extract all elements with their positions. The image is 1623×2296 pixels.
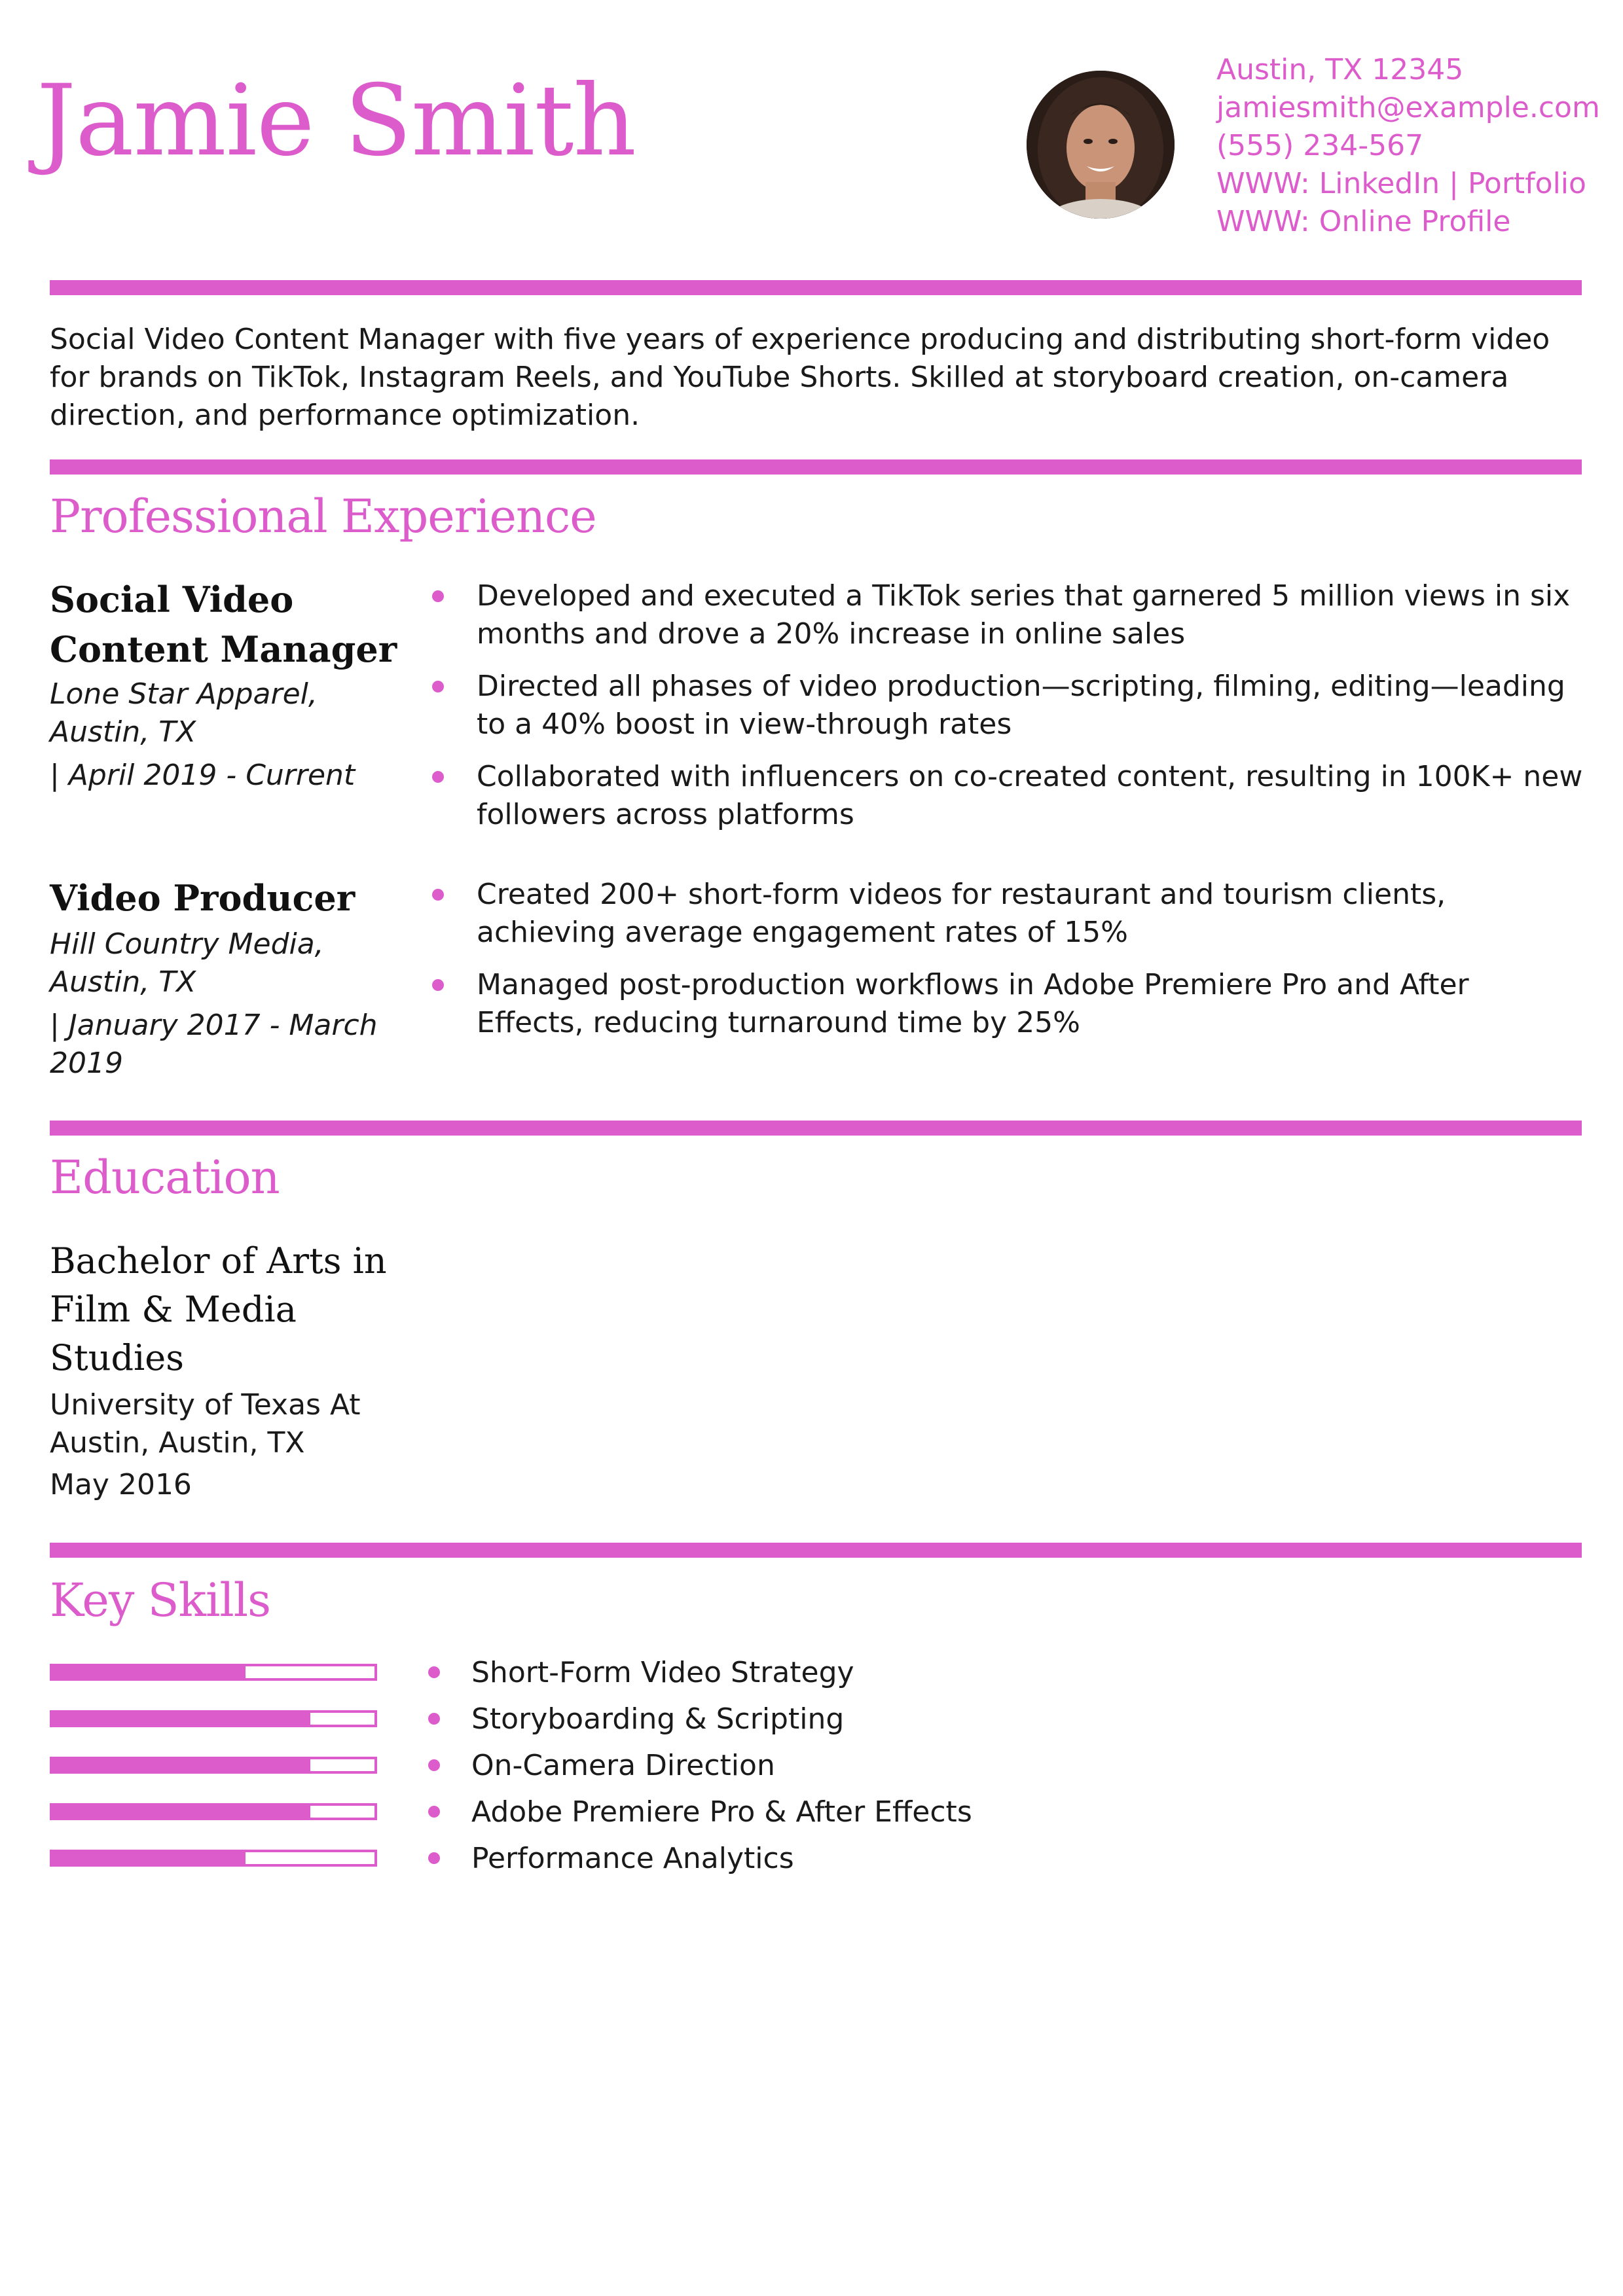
skill-item: Storyboarding & Scripting bbox=[419, 1696, 972, 1742]
divider bbox=[50, 1543, 1582, 1558]
school: University of Texas At Austin, Austin, T… bbox=[50, 1388, 361, 1460]
bullet-dot-icon bbox=[428, 1806, 440, 1818]
skill-item: On-Camera Direction bbox=[419, 1742, 972, 1789]
bullet-dot-icon bbox=[432, 681, 444, 692]
skills-list: Short-Form Video Strategy Storyboarding … bbox=[419, 1649, 972, 1882]
list-item: Developed and executed a TikTok series t… bbox=[419, 577, 1584, 653]
skill-item: Adobe Premiere Pro & After Effects bbox=[419, 1789, 972, 1835]
skill-level-fill bbox=[52, 1852, 246, 1864]
skill-level-fill bbox=[52, 1666, 246, 1678]
contact-email[interactable]: jamiesmith@example.com bbox=[1216, 91, 1600, 124]
bullet-dot-icon bbox=[428, 1713, 440, 1725]
contact-online-profile[interactable]: WWW: Online Profile bbox=[1216, 205, 1511, 238]
bullet-dot-icon bbox=[432, 979, 444, 991]
job-company: Hill Country Media, bbox=[50, 927, 324, 961]
divider bbox=[50, 1121, 1582, 1136]
candidate-name: Jamie Smith bbox=[37, 64, 636, 178]
skill-level-bar bbox=[50, 1664, 377, 1681]
job-dates: | January 2017 - March 2019 bbox=[50, 1009, 378, 1080]
skill-level-fill bbox=[52, 1806, 310, 1818]
bullet-dot-icon bbox=[432, 771, 444, 783]
bullet-dot-icon bbox=[432, 889, 444, 901]
job-bullets: Developed and executed a TikTok series t… bbox=[419, 577, 1584, 848]
contact-info: Austin, TX 12345 jamiesmith@example.com … bbox=[1216, 51, 1600, 241]
avatar bbox=[1027, 71, 1175, 219]
job-company: Lone Star Apparel, bbox=[50, 677, 318, 711]
skill-item: Short-Form Video Strategy bbox=[419, 1649, 972, 1696]
skill-level-bar bbox=[50, 1710, 377, 1727]
bullet-dot-icon bbox=[428, 1852, 440, 1864]
skill-level-bar bbox=[50, 1803, 377, 1820]
profile-photo bbox=[1027, 71, 1175, 219]
list-item: Created 200+ short-form videos for resta… bbox=[419, 876, 1584, 952]
list-item: Managed post-production workflows in Ado… bbox=[419, 966, 1584, 1042]
job-location: Austin, TX bbox=[50, 715, 196, 749]
job-dates: | April 2019 - Current bbox=[50, 759, 356, 792]
contact-linkedin-portfolio[interactable]: WWW: LinkedIn | Portfolio bbox=[1216, 167, 1586, 200]
skill-item: Performance Analytics bbox=[419, 1835, 972, 1882]
job-title: Video Producer bbox=[50, 877, 356, 919]
bullet-dot-icon bbox=[432, 590, 444, 602]
graduation-date: May 2016 bbox=[50, 1468, 192, 1501]
skill-level-bar bbox=[50, 1850, 377, 1867]
divider bbox=[50, 459, 1582, 475]
contact-address: Austin, TX 12345 bbox=[1216, 53, 1464, 86]
summary: Social Video Content Manager with five y… bbox=[50, 323, 1550, 432]
list-item: Directed all phases of video production—… bbox=[419, 668, 1584, 744]
job-bullets: Created 200+ short-form videos for resta… bbox=[419, 876, 1584, 1056]
skill-level-bar bbox=[50, 1757, 377, 1774]
list-item: Collaborated with influencers on co-crea… bbox=[419, 758, 1584, 834]
job-location: Austin, TX bbox=[50, 965, 196, 999]
skill-level-fill bbox=[52, 1713, 310, 1725]
skill-level-fill bbox=[52, 1759, 310, 1771]
degree: Bachelor of Arts in Film & Media Studies bbox=[50, 1240, 387, 1378]
divider bbox=[50, 280, 1582, 295]
bullet-dot-icon bbox=[428, 1666, 440, 1678]
job-title: Social Video Content Manager bbox=[50, 579, 397, 670]
section-title-experience: Professional Experience bbox=[50, 490, 597, 543]
section-title-skills: Key Skills bbox=[50, 1573, 271, 1627]
bullet-dot-icon bbox=[428, 1759, 440, 1771]
contact-phone[interactable]: (555) 234-567 bbox=[1216, 129, 1424, 162]
section-title-education: Education bbox=[50, 1151, 280, 1204]
